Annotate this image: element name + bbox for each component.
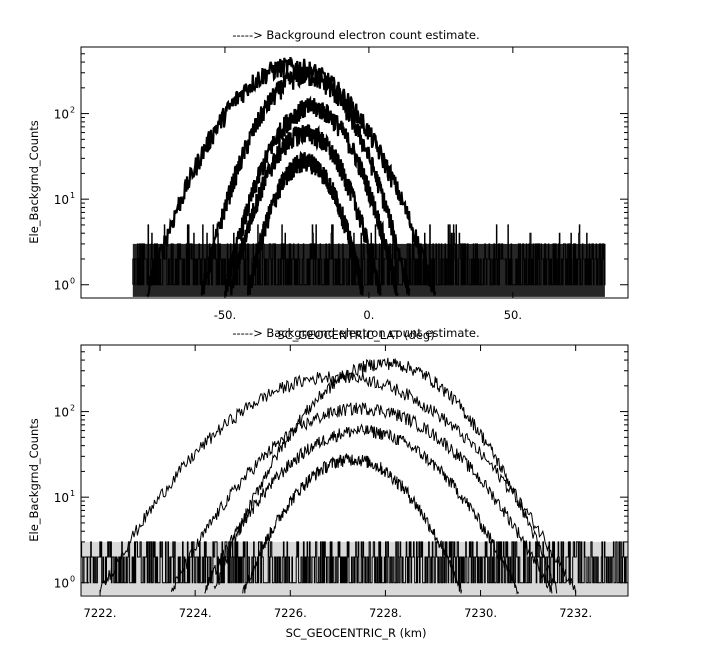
x-tick-label: 7230. bbox=[464, 606, 497, 620]
series-line bbox=[246, 150, 365, 296]
y-tick-exponent: 2 bbox=[70, 106, 75, 115]
y-tick-label: 10 bbox=[54, 279, 69, 293]
noise-floor-band bbox=[81, 541, 628, 595]
chart-panel-lat: -----> Background electron count estimat… bbox=[27, 28, 629, 342]
series-line bbox=[229, 124, 382, 296]
y-tick-exponent: 0 bbox=[70, 277, 75, 286]
x-tick-label: 7224. bbox=[179, 606, 212, 620]
series-line bbox=[204, 423, 520, 595]
series-line bbox=[213, 357, 558, 594]
x-tick-label: 7222. bbox=[84, 606, 117, 620]
plot-frame bbox=[80, 344, 629, 597]
y-axis-label: Ele_Backgrnd_Counts bbox=[27, 418, 41, 542]
x-axis-label: SC_GEOCENTRIC_R (km) bbox=[286, 626, 427, 640]
plot-frame bbox=[80, 46, 629, 299]
y-tick-label: 10 bbox=[54, 491, 69, 505]
chart-title: -----> Background electron count estimat… bbox=[232, 326, 479, 340]
x-tick-label: 7226. bbox=[274, 606, 307, 620]
y-axis-label: Ele_Backgrnd_Counts bbox=[27, 120, 41, 244]
series-line bbox=[223, 95, 399, 297]
x-tick-label: -50. bbox=[214, 308, 236, 322]
y-tick-label: 10 bbox=[54, 406, 69, 420]
y-tick-label: 10 bbox=[54, 108, 69, 122]
y-tick-exponent: 2 bbox=[70, 404, 75, 413]
series-line bbox=[146, 56, 437, 298]
series-line bbox=[170, 402, 553, 594]
y-tick-exponent: 0 bbox=[70, 575, 75, 584]
x-axis-label: SC_GEOCENTRIC_LAT (deg) bbox=[277, 328, 434, 342]
data-layer bbox=[132, 56, 606, 298]
x-tick-label: 7232. bbox=[559, 606, 592, 620]
chart-panel-radius: -----> Background electron count estimat… bbox=[27, 326, 629, 640]
x-tick-label: 0. bbox=[363, 308, 374, 322]
chart-title: -----> Background electron count estimat… bbox=[232, 28, 479, 42]
x-tick-label: 7228. bbox=[369, 606, 402, 620]
y-tick-exponent: 1 bbox=[70, 489, 75, 498]
y-tick-label: 10 bbox=[54, 577, 69, 591]
series-line bbox=[200, 66, 411, 296]
series-line bbox=[242, 453, 462, 594]
y-tick-exponent: 1 bbox=[70, 191, 75, 200]
series-line bbox=[99, 369, 577, 594]
y-tick-label: 10 bbox=[54, 193, 69, 207]
data-layer bbox=[80, 357, 629, 595]
x-tick-label: 50. bbox=[504, 308, 522, 322]
